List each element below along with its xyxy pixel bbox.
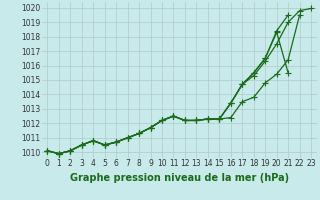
X-axis label: Graphe pression niveau de la mer (hPa): Graphe pression niveau de la mer (hPa) — [70, 173, 289, 183]
